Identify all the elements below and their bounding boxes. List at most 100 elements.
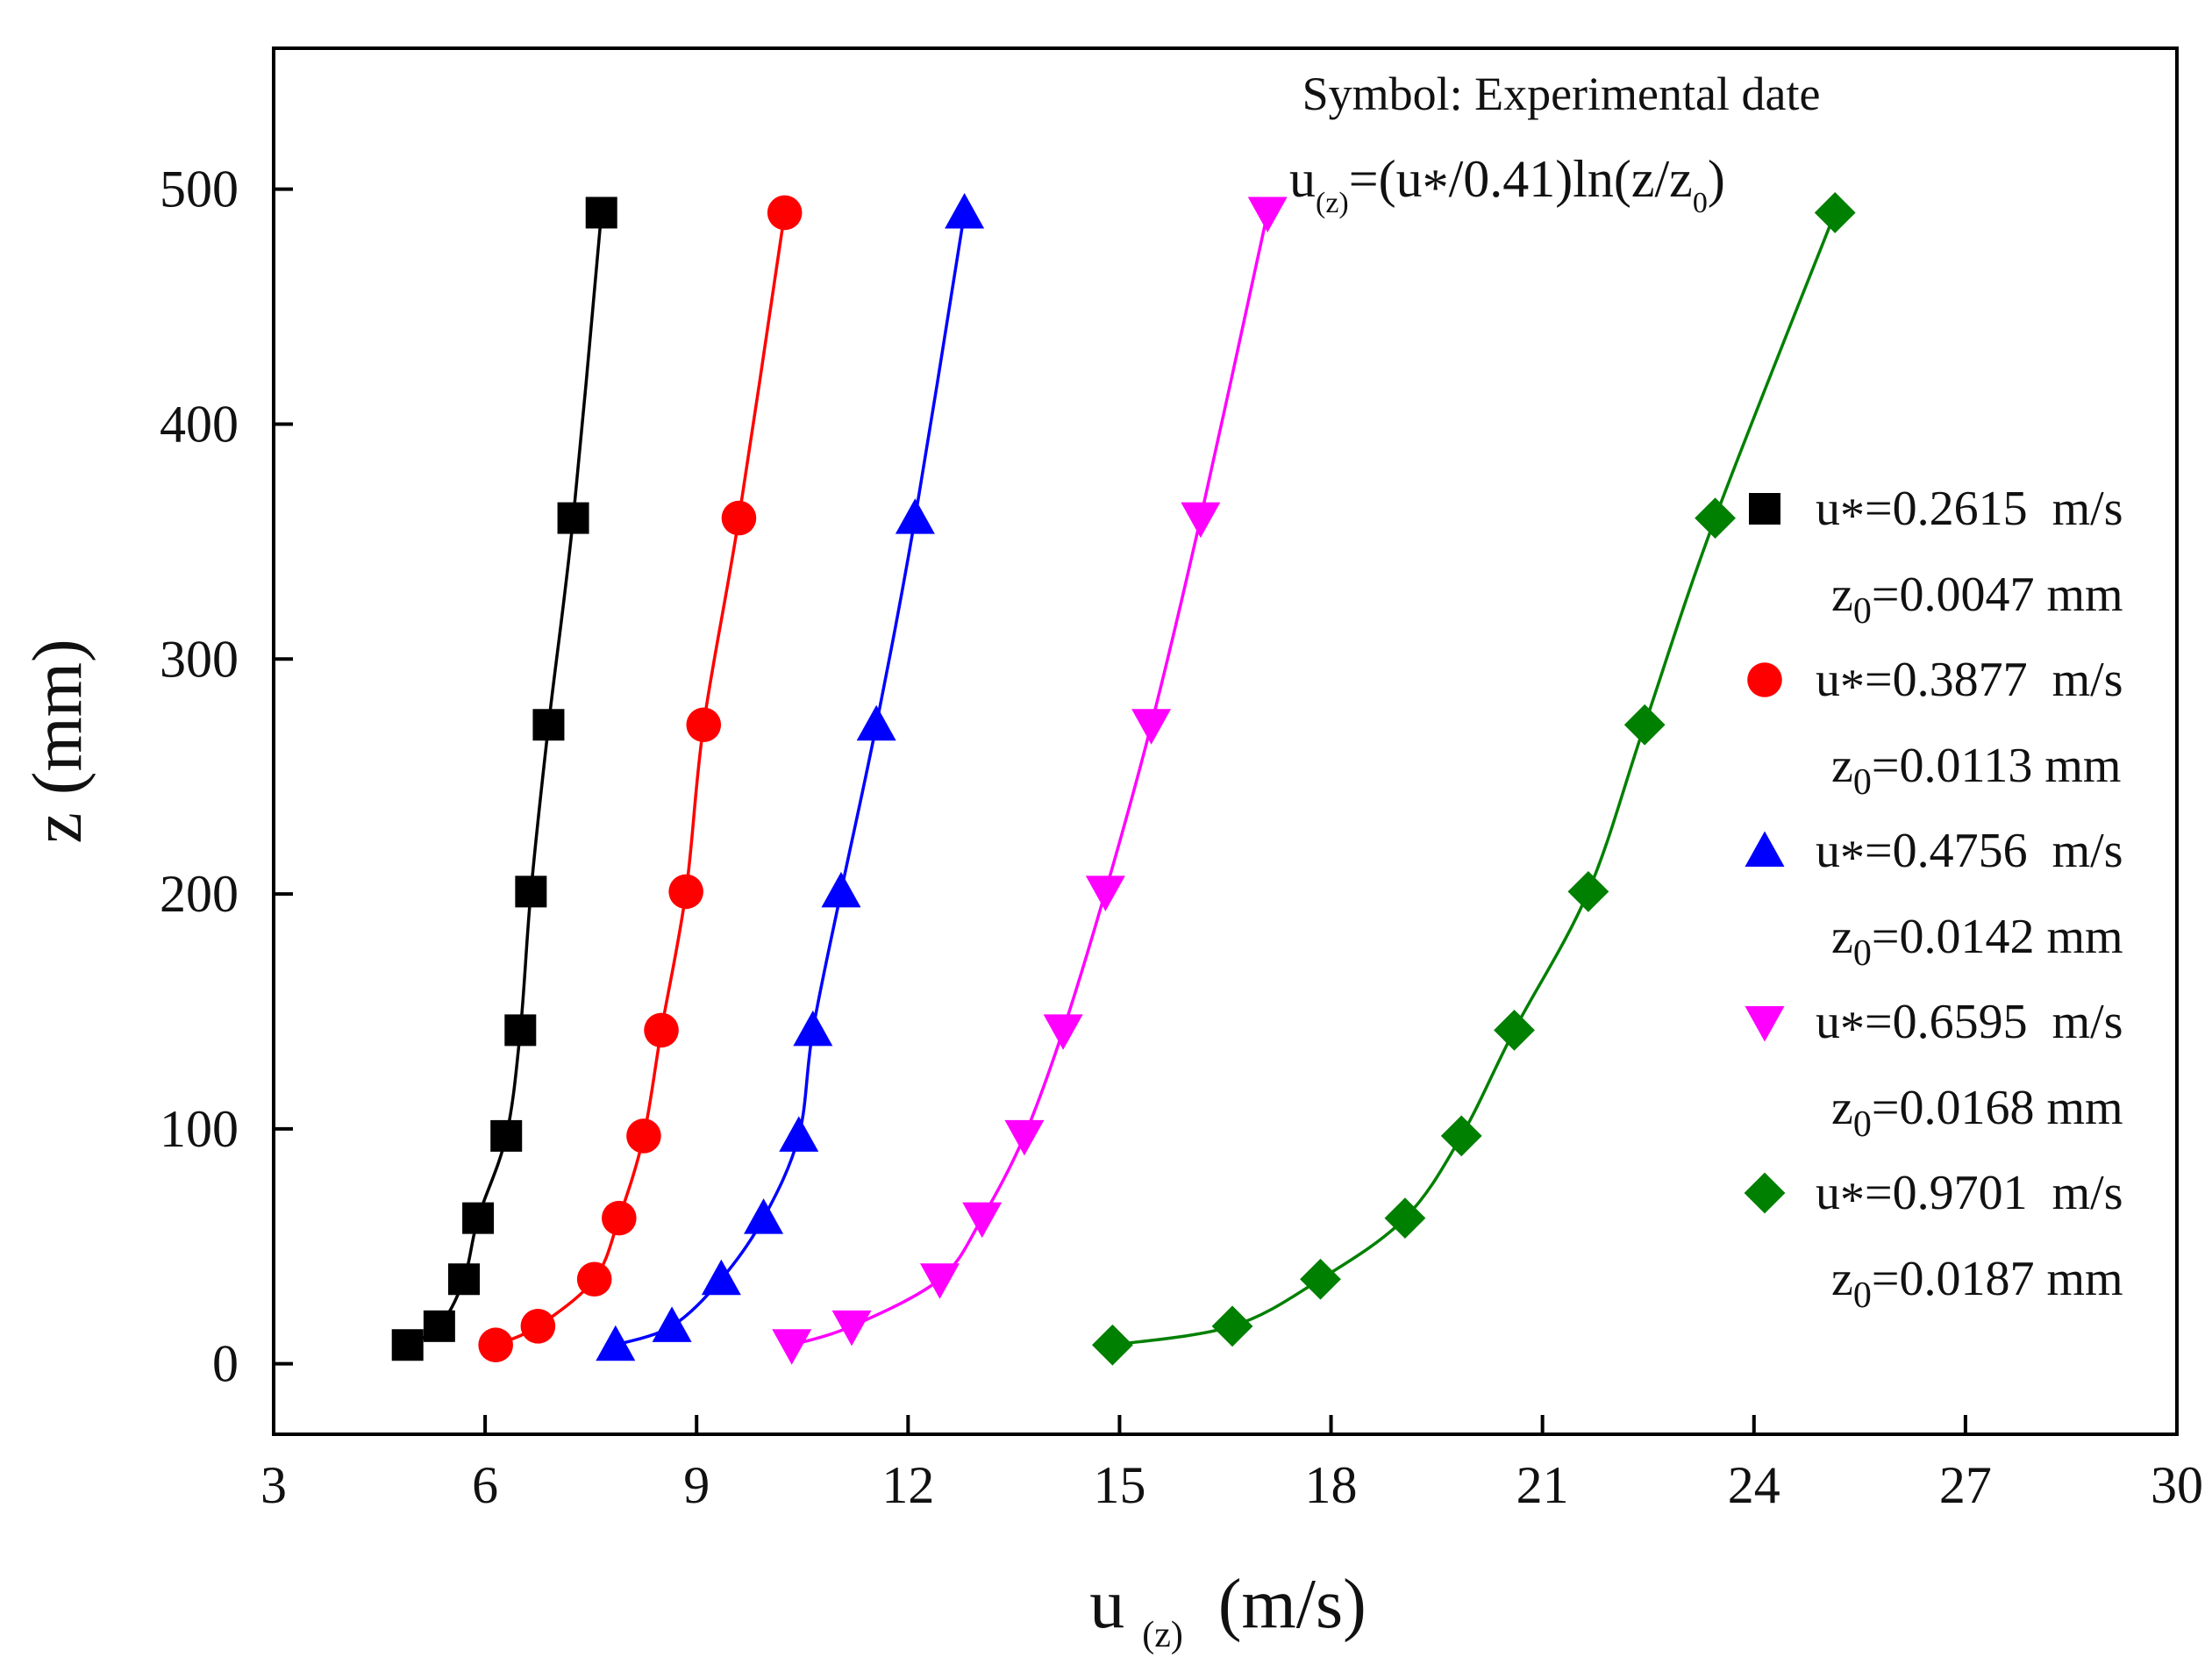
legend-z-subscript: 0 xyxy=(1853,1104,1872,1145)
legend-z-value: =0.0168 mm xyxy=(1872,1081,2123,1135)
x-tick-label: 15 xyxy=(1093,1456,1145,1514)
data-point-series-4 xyxy=(1131,709,1172,745)
data-point-series-2 xyxy=(576,1261,612,1297)
legend-marker-series-5 xyxy=(1744,1172,1786,1214)
data-point-series-2 xyxy=(767,195,803,231)
formula-star: * xyxy=(1423,159,1449,217)
y-axis-title: z (mm) xyxy=(19,639,96,843)
x-tick-label: 9 xyxy=(683,1456,710,1514)
data-point-series-5 xyxy=(1440,1115,1482,1157)
legend-z-symbol: z xyxy=(1831,568,1853,622)
data-point-series-1 xyxy=(504,1014,537,1047)
legend-z-symbol: z xyxy=(1831,1252,1853,1306)
formula-close: ) xyxy=(1708,150,1725,208)
data-point-series-5 xyxy=(1567,870,1609,912)
legend-marker-series-2 xyxy=(1747,662,1782,697)
data-point-series-5 xyxy=(1623,704,1666,746)
y-tick-label: 200 xyxy=(160,865,239,923)
data-point-series-3 xyxy=(793,1010,833,1047)
data-point-series-3 xyxy=(945,192,985,229)
data-point-series-1 xyxy=(557,502,589,534)
data-point-series-3 xyxy=(856,704,896,741)
data-point-series-4 xyxy=(831,1310,872,1347)
data-markers xyxy=(391,192,1856,1366)
plot-frame xyxy=(272,46,2179,1436)
legend-label-series-5: u*=0.9701 m/s xyxy=(1816,1166,2123,1227)
legend-z0-series-5: z0=0.0187 mm xyxy=(1831,1252,2123,1316)
data-point-series-1 xyxy=(423,1310,455,1342)
formula-z0-subscript: 0 xyxy=(1693,187,1708,219)
x-tick-label: 18 xyxy=(1305,1456,1358,1514)
legend-z-value: =0.0142 mm xyxy=(1872,910,2123,964)
data-point-series-2 xyxy=(686,707,722,743)
y-tick-label: 500 xyxy=(160,161,239,218)
legend-z-subscript: 0 xyxy=(1853,762,1872,803)
data-point-series-5 xyxy=(1695,497,1736,539)
legend-u-value: =0.3877 m/s xyxy=(1865,653,2123,707)
legend-z-symbol: z xyxy=(1831,1081,1853,1135)
data-point-series-5 xyxy=(1211,1305,1253,1347)
legend-z-symbol: z xyxy=(1831,910,1853,964)
legend-u-value: =0.9701 m/s xyxy=(1865,1166,2123,1220)
data-point-series-4 xyxy=(1181,502,1221,539)
data-point-series-2 xyxy=(626,1118,661,1154)
data-point-series-2 xyxy=(721,500,757,536)
data-point-series-4 xyxy=(1085,875,1125,911)
legend-u-symbol: u xyxy=(1816,482,1840,536)
legend-label-series-1: u*=0.2615 m/s xyxy=(1816,482,2123,543)
data-point-series-2 xyxy=(520,1309,556,1344)
legend-label-series-4: u*=0.6595 m/s xyxy=(1816,995,2123,1056)
legend-u-star: * xyxy=(1840,831,1865,885)
x-tick-label: 24 xyxy=(1728,1456,1780,1514)
formula-mid: =(u xyxy=(1349,150,1423,208)
data-point-series-4 xyxy=(772,1329,812,1365)
y-ticks: 0 100 200 300 400 500 xyxy=(160,161,293,1393)
x-tick-label: 27 xyxy=(1939,1456,1992,1514)
x-tick-label: 21 xyxy=(1516,1456,1569,1514)
x-ticks: 3 6 9 12 15 18 21 24 27 30 xyxy=(260,1415,2203,1514)
y-tick-label: 100 xyxy=(160,1100,239,1158)
data-point-series-3 xyxy=(596,1325,636,1361)
legend-u-value: =0.2615 m/s xyxy=(1865,482,2123,536)
legend-z-value: =0.0113 mm xyxy=(1872,739,2122,793)
data-point-series-1 xyxy=(490,1119,523,1152)
legend-u-star: * xyxy=(1840,1002,1865,1056)
formula-u-subscript: (z) xyxy=(1316,187,1349,219)
legend: u*=0.2615 m/sz0=0.0047 mmu*=0.3877 m/sz0… xyxy=(1744,482,2123,1316)
data-point-series-3 xyxy=(652,1306,692,1342)
legend-u-value: =0.6595 m/s xyxy=(1865,995,2123,1049)
data-point-series-5 xyxy=(1384,1197,1426,1240)
data-point-series-1 xyxy=(585,196,617,229)
data-point-series-1 xyxy=(462,1202,495,1234)
legend-u-symbol: u xyxy=(1816,824,1840,878)
plot-area: 3 6 9 12 15 18 21 24 27 30 0 100 200 300 400 500 xyxy=(160,46,2203,1514)
legend-u-star: * xyxy=(1840,1173,1865,1227)
symbol-note: Symbol: Experimental date xyxy=(1302,68,1821,120)
data-point-series-3 xyxy=(701,1259,741,1296)
legend-z0-series-2: z0=0.0113 mm xyxy=(1831,739,2121,803)
x-tick-label: 30 xyxy=(2151,1456,2203,1514)
data-point-series-3 xyxy=(895,498,935,534)
data-point-series-1 xyxy=(391,1329,424,1361)
legend-marker-series-4 xyxy=(1745,1006,1785,1042)
formula-rest: /0.41)ln(z/z xyxy=(1449,150,1693,208)
legend-z-symbol: z xyxy=(1831,739,1853,793)
data-point-series-4 xyxy=(962,1202,1003,1239)
data-point-series-4 xyxy=(1043,1014,1083,1050)
legend-marker-series-1 xyxy=(1749,493,1780,525)
y-tick-label: 300 xyxy=(160,630,239,688)
legend-z-subscript: 0 xyxy=(1853,933,1872,974)
data-point-series-3 xyxy=(821,871,861,908)
x-axis-title-unit: (m/s) xyxy=(1218,1566,1366,1643)
x-tick-label: 6 xyxy=(472,1456,498,1514)
legend-u-value: =0.4756 m/s xyxy=(1865,824,2123,878)
data-point-series-3 xyxy=(779,1116,819,1152)
data-point-series-5 xyxy=(1300,1258,1341,1300)
legend-z-value: =0.0047 mm xyxy=(1872,568,2123,622)
data-point-series-4 xyxy=(1247,196,1288,232)
data-point-series-1 xyxy=(515,875,547,908)
data-point-series-1 xyxy=(448,1263,480,1296)
legend-z-subscript: 0 xyxy=(1853,1275,1872,1316)
legend-label-series-2: u*=0.3877 m/s xyxy=(1816,653,2123,714)
